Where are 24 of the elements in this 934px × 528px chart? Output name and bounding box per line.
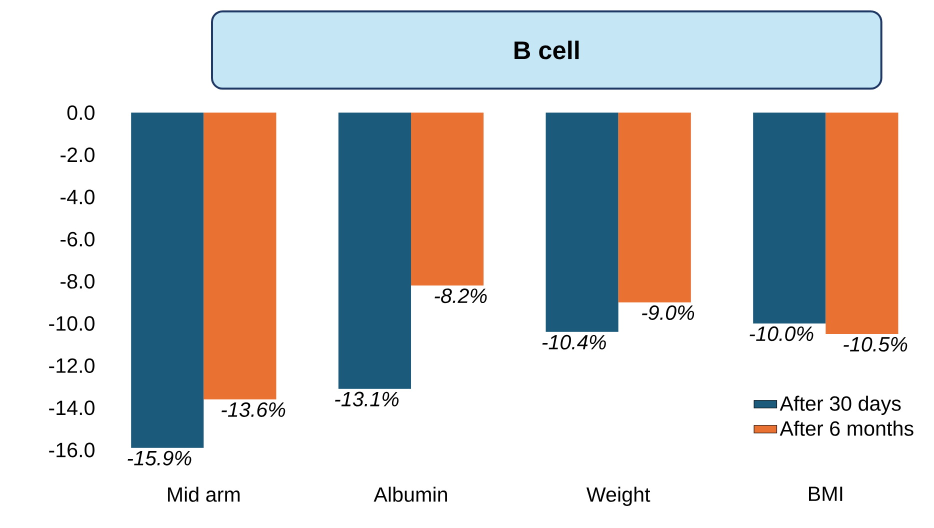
x-tick-label: Albumin (374, 486, 447, 502)
data-label: -10.0% (750, 326, 814, 342)
y-tick-label: -12.0 (49, 358, 94, 373)
y-tick-label: -14.0 (49, 400, 94, 416)
data-label: -9.0% (642, 305, 694, 320)
y-tick-label: -10.0 (49, 316, 94, 331)
x-tick-label: Mid arm (168, 486, 240, 502)
y-tick-label: -4.0 (60, 190, 94, 204)
y-tick-label: -16.0 (49, 442, 94, 458)
y-tick-label: 0.0 (67, 105, 94, 120)
legend-label: After 30 days (780, 396, 901, 415)
chart-title: B cell (514, 40, 579, 60)
data-label: -13.1% (335, 392, 399, 406)
y-tick-label: -8.0 (60, 274, 94, 289)
x-tick-label: BMI (808, 486, 842, 501)
data-label: -13.6% (222, 402, 286, 417)
y-tick-label: -6.0 (60, 232, 94, 246)
y-tick-label: -2.0 (60, 148, 94, 162)
x-tick-label: Weight (586, 486, 650, 506)
data-label: -10.4% (542, 334, 606, 350)
data-label: -15.9% (128, 450, 192, 466)
legend-label: After 6 months (780, 420, 914, 436)
data-label: -10.5% (844, 336, 908, 352)
data-label: -8.2% (434, 288, 487, 304)
